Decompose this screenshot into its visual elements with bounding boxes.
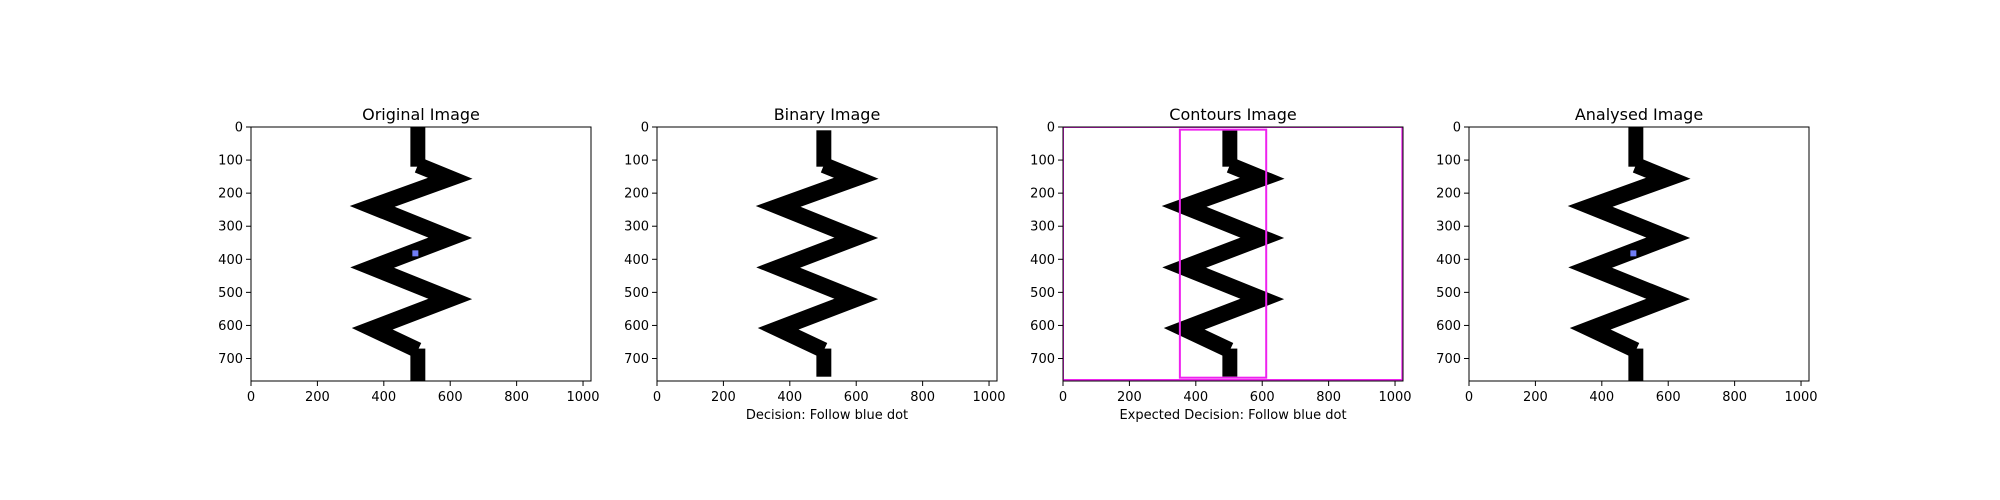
y-tick-label: 300 — [1030, 220, 1055, 235]
y-tick-label: 300 — [624, 220, 649, 235]
x-tick-label: 1000 — [1784, 390, 1817, 405]
shape-top-bar — [1222, 130, 1238, 167]
zigzag-shape — [1567, 157, 1691, 358]
x-tick-label: 1000 — [1378, 390, 1411, 405]
panel-4: 0 200 400 600 800 1000 0 100 200 300 400 500 600 700 A… — [1436, 105, 1817, 405]
shape-top-bar — [816, 130, 832, 167]
x-tick-label: 400 — [371, 390, 396, 405]
axes-frame — [1062, 126, 1404, 382]
blue-dot — [412, 250, 419, 257]
y-tick-label: 500 — [1436, 286, 1461, 301]
y-tick-label: 600 — [218, 319, 243, 334]
x-tick-label: 200 — [1523, 390, 1548, 405]
x-tick-label: 0 — [247, 390, 255, 405]
shape-top-bar — [410, 127, 426, 167]
image-area — [1469, 127, 1809, 381]
zigzag-shape — [1161, 157, 1285, 358]
y-tick-label: 600 — [1030, 319, 1055, 334]
zigzag-shape — [349, 157, 473, 358]
y-tick-label: 0 — [1047, 121, 1055, 136]
y-tick-label: 600 — [1436, 319, 1461, 334]
x-tick-label: 0 — [653, 390, 661, 405]
y-tick-label: 600 — [624, 319, 649, 334]
panel-title: Contours Image — [1169, 105, 1296, 124]
y-tick-label: 200 — [1436, 187, 1461, 202]
zigzag-shape — [755, 157, 879, 358]
decision-label: Expected Decision: Follow blue dot — [1119, 408, 1346, 423]
blue-dot — [1630, 250, 1637, 257]
y-tick-label: 700 — [218, 352, 243, 367]
y-tick-label: 0 — [1453, 121, 1461, 136]
y-tick-label: 700 — [1436, 352, 1461, 367]
axes-frame — [1468, 126, 1810, 382]
y-tick-label: 300 — [1436, 220, 1461, 235]
y-tick-label: 200 — [218, 187, 243, 202]
image-area — [251, 127, 591, 381]
x-tick-label: 800 — [504, 390, 529, 405]
y-tick-label: 700 — [1030, 352, 1055, 367]
contour-rect-1 — [1063, 127, 1403, 381]
x-tick-label: 400 — [777, 390, 802, 405]
image-area — [1063, 127, 1403, 381]
x-tick-label: 0 — [1465, 390, 1473, 405]
y-tick-label: 500 — [218, 286, 243, 301]
shape-top-bar — [1628, 127, 1644, 167]
y-tick-label: 200 — [624, 187, 649, 202]
x-tick-label: 1000 — [972, 390, 1005, 405]
y-tick-label: 400 — [624, 253, 649, 268]
y-tick-label: 0 — [641, 121, 649, 136]
panel-title: Analysed Image — [1575, 105, 1703, 124]
y-tick-label: 400 — [1030, 253, 1055, 268]
y-tick-label: 300 — [218, 220, 243, 235]
y-tick-label: 100 — [1436, 154, 1461, 169]
panel-1: 0 200 400 600 800 1000 0 100 200 300 400 500 600 700 O… — [218, 105, 599, 405]
x-tick-label: 600 — [1250, 390, 1275, 405]
contour-rect-2 — [1178, 128, 1268, 379]
panel-3: 0 200 400 600 800 1000 0 100 200 300 400 500 600 700 C… — [1030, 105, 1411, 423]
image-area — [657, 127, 997, 381]
x-tick-label: 200 — [1117, 390, 1142, 405]
x-tick-label: 600 — [844, 390, 869, 405]
x-tick-label: 200 — [305, 390, 330, 405]
axes-frame — [250, 126, 592, 382]
x-tick-label: 800 — [1316, 390, 1341, 405]
x-tick-label: 600 — [1656, 390, 1681, 405]
x-tick-label: 400 — [1183, 390, 1208, 405]
decision-label: Decision: Follow blue dot — [746, 408, 908, 423]
x-tick-label: 400 — [1589, 390, 1614, 405]
panel-title: Binary Image — [774, 105, 881, 124]
y-tick-label: 100 — [218, 154, 243, 169]
y-tick-label: 200 — [1030, 187, 1055, 202]
y-tick-label: 400 — [218, 253, 243, 268]
panel-2: 0 200 400 600 800 1000 0 100 200 300 400 500 600 700 B… — [624, 105, 1005, 423]
x-tick-label: 200 — [711, 390, 736, 405]
y-tick-label: 100 — [1030, 154, 1055, 169]
y-tick-label: 400 — [1436, 253, 1461, 268]
x-tick-label: 800 — [1722, 390, 1747, 405]
y-tick-label: 500 — [1030, 286, 1055, 301]
y-tick-label: 500 — [624, 286, 649, 301]
x-tick-label: 800 — [910, 390, 935, 405]
x-tick-label: 1000 — [566, 390, 599, 405]
x-tick-label: 600 — [438, 390, 463, 405]
y-tick-label: 100 — [624, 154, 649, 169]
y-tick-label: 0 — [235, 121, 243, 136]
axes-frame — [656, 126, 998, 382]
y-tick-label: 700 — [624, 352, 649, 367]
x-tick-label: 0 — [1059, 390, 1067, 405]
panel-title: Original Image — [362, 105, 480, 124]
